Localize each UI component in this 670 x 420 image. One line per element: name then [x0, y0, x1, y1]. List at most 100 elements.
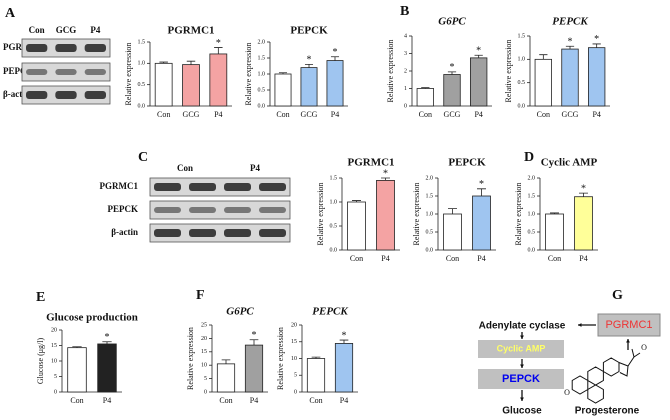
significance: *	[450, 62, 455, 73]
bar	[244, 344, 264, 393]
x-tick-label: P4	[331, 110, 339, 119]
error-bar	[381, 177, 390, 181]
atom: O	[564, 388, 570, 397]
x-tick-label: Con	[276, 110, 289, 119]
blot-band	[55, 91, 77, 99]
y-tick-label: 1.5	[258, 55, 266, 61]
y-tick-label: 0	[204, 389, 207, 395]
blot-band	[55, 69, 77, 75]
significance: *	[568, 37, 573, 48]
arrow-head	[520, 397, 524, 401]
bar	[306, 358, 326, 393]
row-label: β-actin	[111, 227, 138, 237]
bar	[274, 73, 292, 107]
y-tick-label: 15	[201, 349, 207, 355]
bar	[416, 88, 435, 107]
y-tick-label: 1.0	[426, 211, 434, 217]
chart-title: PGRMC1	[347, 157, 394, 169]
lane-label: P4	[250, 163, 260, 173]
bar	[534, 58, 552, 107]
y-tick-label: 10	[201, 363, 207, 369]
chart-title: G6PC	[226, 306, 254, 318]
y-axis-label: Relative expression	[514, 183, 523, 246]
y-tick-label: 5	[54, 374, 57, 380]
blot-strip	[149, 177, 291, 197]
error-bar	[72, 346, 82, 348]
bar	[469, 57, 488, 107]
y-tick-label: 10	[51, 358, 57, 364]
chart-title: PEPCK	[290, 25, 328, 37]
significance: *	[216, 38, 221, 49]
x-tick-label: GCG	[444, 110, 461, 119]
node-label: PEPCK	[502, 373, 540, 385]
error-bar	[214, 47, 223, 54]
error-bar	[448, 208, 457, 214]
blot-band	[224, 183, 251, 191]
y-tick-label: 0	[54, 389, 57, 395]
blot-strip	[149, 200, 291, 220]
blot-band	[224, 229, 251, 237]
y-tick-label: 0.5	[518, 80, 526, 86]
error-bar	[159, 61, 168, 64]
significance: *	[383, 168, 388, 179]
x-tick-label: Con	[446, 254, 459, 263]
y-tick-label: 0.5	[330, 223, 338, 229]
blot-band	[189, 229, 216, 237]
chart-title: G6PC	[438, 16, 466, 28]
y-tick-label: 0.0	[330, 247, 338, 253]
y-tick-label: 1	[404, 86, 407, 92]
x-tick-label: Con	[309, 396, 322, 405]
lane-label: Con	[177, 163, 193, 173]
panel-label: B	[400, 4, 409, 19]
y-axis-label: Relative expression	[504, 40, 513, 103]
panel-label: F	[196, 288, 205, 303]
x-tick-label: Con	[419, 110, 432, 119]
significance: *	[252, 330, 257, 341]
bar	[347, 201, 366, 251]
y-tick-label: 0.0	[258, 103, 266, 109]
atom: O	[641, 343, 647, 352]
node-label: Cyclic AMP	[497, 343, 546, 353]
y-tick-label: 15	[291, 339, 297, 345]
blot-band	[84, 44, 106, 52]
node-box	[478, 369, 564, 389]
bar	[376, 179, 395, 251]
blot-band	[259, 183, 286, 191]
x-tick-label: Con	[548, 254, 561, 263]
chart-title: PGRMC1	[167, 25, 214, 37]
bar	[154, 62, 173, 107]
blot-band	[84, 69, 106, 75]
arrow-head	[520, 364, 524, 368]
x-tick-label: GCG	[183, 110, 200, 119]
lane-label: Con	[29, 25, 45, 35]
y-tick-label: 2.0	[258, 39, 266, 45]
y-tick-label: 0.5	[426, 229, 434, 235]
bar	[326, 60, 344, 107]
y-axis-label: Relative expression	[412, 183, 421, 246]
error-bar	[186, 60, 196, 65]
y-tick-label: 0	[404, 103, 407, 109]
y-tick-label: 1.0	[518, 57, 526, 63]
x-tick-label: Con	[537, 110, 550, 119]
significance: *	[594, 34, 599, 45]
panel-label: A	[5, 6, 16, 21]
y-tick-label: 2.0	[426, 175, 434, 181]
error-bar	[565, 45, 575, 50]
error-bar	[311, 356, 321, 359]
y-tick-label: 25	[201, 322, 207, 328]
node-box	[597, 313, 661, 337]
x-tick-label: GCG	[301, 110, 318, 119]
y-tick-label: 0.5	[258, 87, 266, 93]
error-bar	[330, 56, 340, 61]
structure	[618, 348, 641, 377]
blot-band	[189, 207, 216, 213]
y-tick-label: 0.5	[528, 229, 536, 235]
y-tick-label: 2.0	[528, 175, 536, 181]
bar	[545, 213, 564, 251]
error-bar	[278, 72, 288, 74]
x-tick-label: P4	[474, 110, 482, 119]
arrow-head	[520, 335, 524, 339]
blot-band	[84, 91, 106, 99]
y-tick-label: 3	[404, 51, 407, 57]
